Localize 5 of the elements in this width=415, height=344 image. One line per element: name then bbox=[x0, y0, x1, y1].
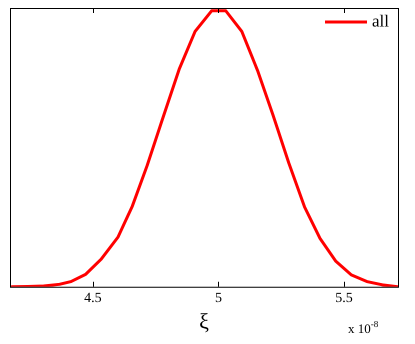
x-tick-label: 5.5 bbox=[335, 290, 353, 306]
x-axis-title: ξ bbox=[199, 308, 210, 334]
legend-label: all bbox=[372, 11, 390, 30]
x-tick-label: 5 bbox=[214, 290, 222, 306]
x-tick-label: 4.5 bbox=[84, 290, 102, 306]
